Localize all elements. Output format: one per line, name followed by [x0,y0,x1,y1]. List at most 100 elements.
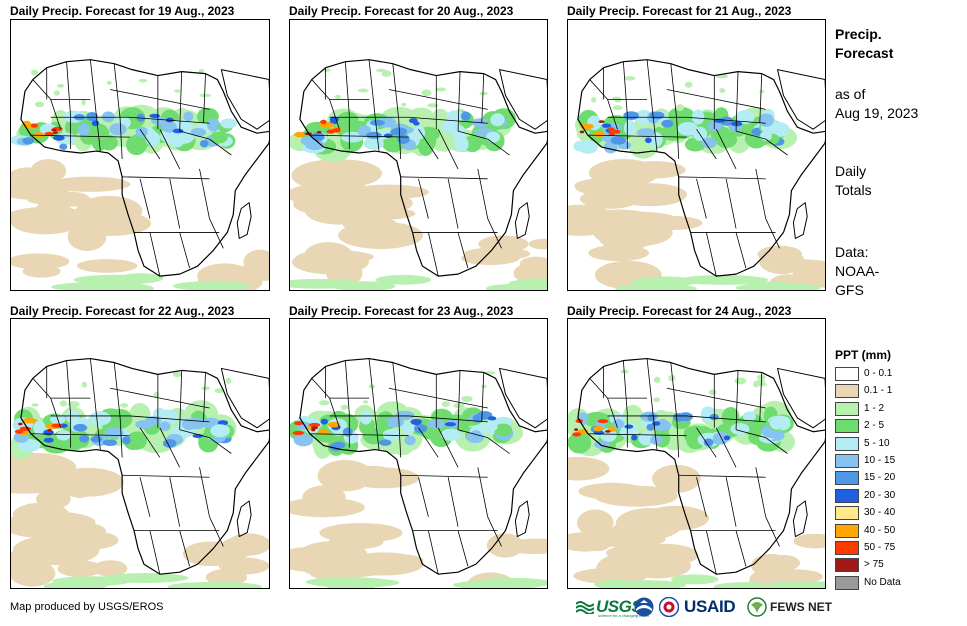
southern-ocean-rain [119,273,164,284]
country-border [89,358,97,414]
scattered-rain [120,403,129,408]
ocean-light-rain [338,221,424,250]
legend-item: 2 - 5 [835,419,960,434]
scattered-rain [757,382,768,387]
rain-belt-patch [421,129,437,151]
heavy-rain-cell [292,430,305,436]
country-border [437,129,459,170]
rain-belt-patch [91,120,100,127]
scattered-rain [31,403,39,407]
rain-belt-patch [386,416,404,428]
ocean-light-rain [22,265,61,278]
ocean-light-rain [49,176,131,192]
country-border [676,119,680,159]
rain-belt-patch [440,428,462,441]
scattered-rain [653,397,661,403]
heavy-rain-cell [574,428,579,432]
rain-belt-patch [363,137,384,150]
rain-belt-patch [56,430,71,441]
country-border [477,467,489,517]
arabia-outline [499,367,547,429]
ocean-light-rain [528,238,547,250]
ocean-light-rain [309,564,344,580]
country-border [447,178,459,229]
rain-belt-patch [185,417,206,430]
country-border [113,63,121,120]
country-border [457,130,488,140]
legend-item: 50 - 75 [835,541,960,555]
highlands-rain [769,416,785,430]
country-border [427,232,439,277]
panel-title-3: Daily Precip. Forecast for 21 Aug., 2023 [567,4,792,18]
scattered-rain [81,98,86,106]
ocean-light-rain [760,245,800,265]
legend-label: 15 - 20 [864,472,896,484]
highlands-rain [480,422,498,433]
rain-belt-patch [652,421,661,426]
heavy-rain-cell [316,130,322,134]
ocean-light-rain [354,465,393,481]
country-border [30,433,131,437]
country-border [159,427,181,468]
heavy-rain-cell [597,419,609,424]
ocean-light-rain [11,208,81,235]
country-border [203,372,206,422]
country-border [481,73,485,124]
legend-label: > 75 [864,559,884,571]
ocean-light-rain [353,553,424,567]
heavy-rain-cell [320,119,327,124]
country-border [705,232,717,277]
country-border [209,218,224,249]
legend-label: 1 - 2 [864,402,885,414]
rain-belt-patch [382,429,401,441]
country-border [408,116,488,124]
country-border [670,362,678,418]
country-border [374,115,380,152]
rain-belt-patch [102,439,118,446]
panel-title-4: Daily Precip. Forecast for 22 Aug., 2023 [10,304,235,318]
legend-label: 30 - 40 [864,507,896,519]
rain-belt-patch [649,111,665,120]
panel-title-2: Daily Precip. Forecast for 20 Aug., 2023 [289,4,514,18]
scattered-rain [81,381,88,388]
heavy-rain-cell [318,429,329,435]
highlands-rain [210,130,228,144]
rain-belt-patch [365,131,382,139]
scattered-rain [340,404,349,410]
country-border [344,360,350,414]
sidebar-data-line1: Data: [835,244,869,260]
country-border [725,178,737,229]
scattered-rain [375,68,387,73]
country-border [487,138,510,156]
rain-belt-patch [667,106,695,125]
rain-belt-patch [86,123,110,144]
country-border [309,433,409,437]
rain-belt-patch [623,120,637,136]
ocean-light-rain [793,533,825,549]
country-border [759,372,763,422]
scattered-rain [334,94,342,100]
heavy-rain-cell [53,131,58,134]
rain-belt-patch [33,420,46,436]
country-border [344,61,350,116]
ocean-light-rain [317,459,374,492]
ocean-light-rain [519,256,547,271]
country-border [130,415,210,423]
rain-belt-patch [369,119,385,126]
rain-belt-patch [342,427,353,437]
panel-title-6: Daily Precip. Forecast for 24 Aug., 2023 [567,304,792,318]
rain-belt-patch [721,406,740,429]
country-border [735,429,766,439]
panel-title-1: Daily Precip. Forecast for 19 Aug., 2023 [10,4,235,18]
southern-ocean-rain [764,581,825,588]
scattered-rain [225,377,232,384]
scattered-rain [668,374,676,382]
country-border [716,397,766,409]
rain-belt-patch [703,438,714,447]
rain-belt-patch [578,140,598,154]
country-border [95,115,101,152]
rain-belt-patch [730,423,750,435]
rain-belt-patch [684,137,706,152]
country-border [735,130,766,140]
country-border [199,467,210,517]
